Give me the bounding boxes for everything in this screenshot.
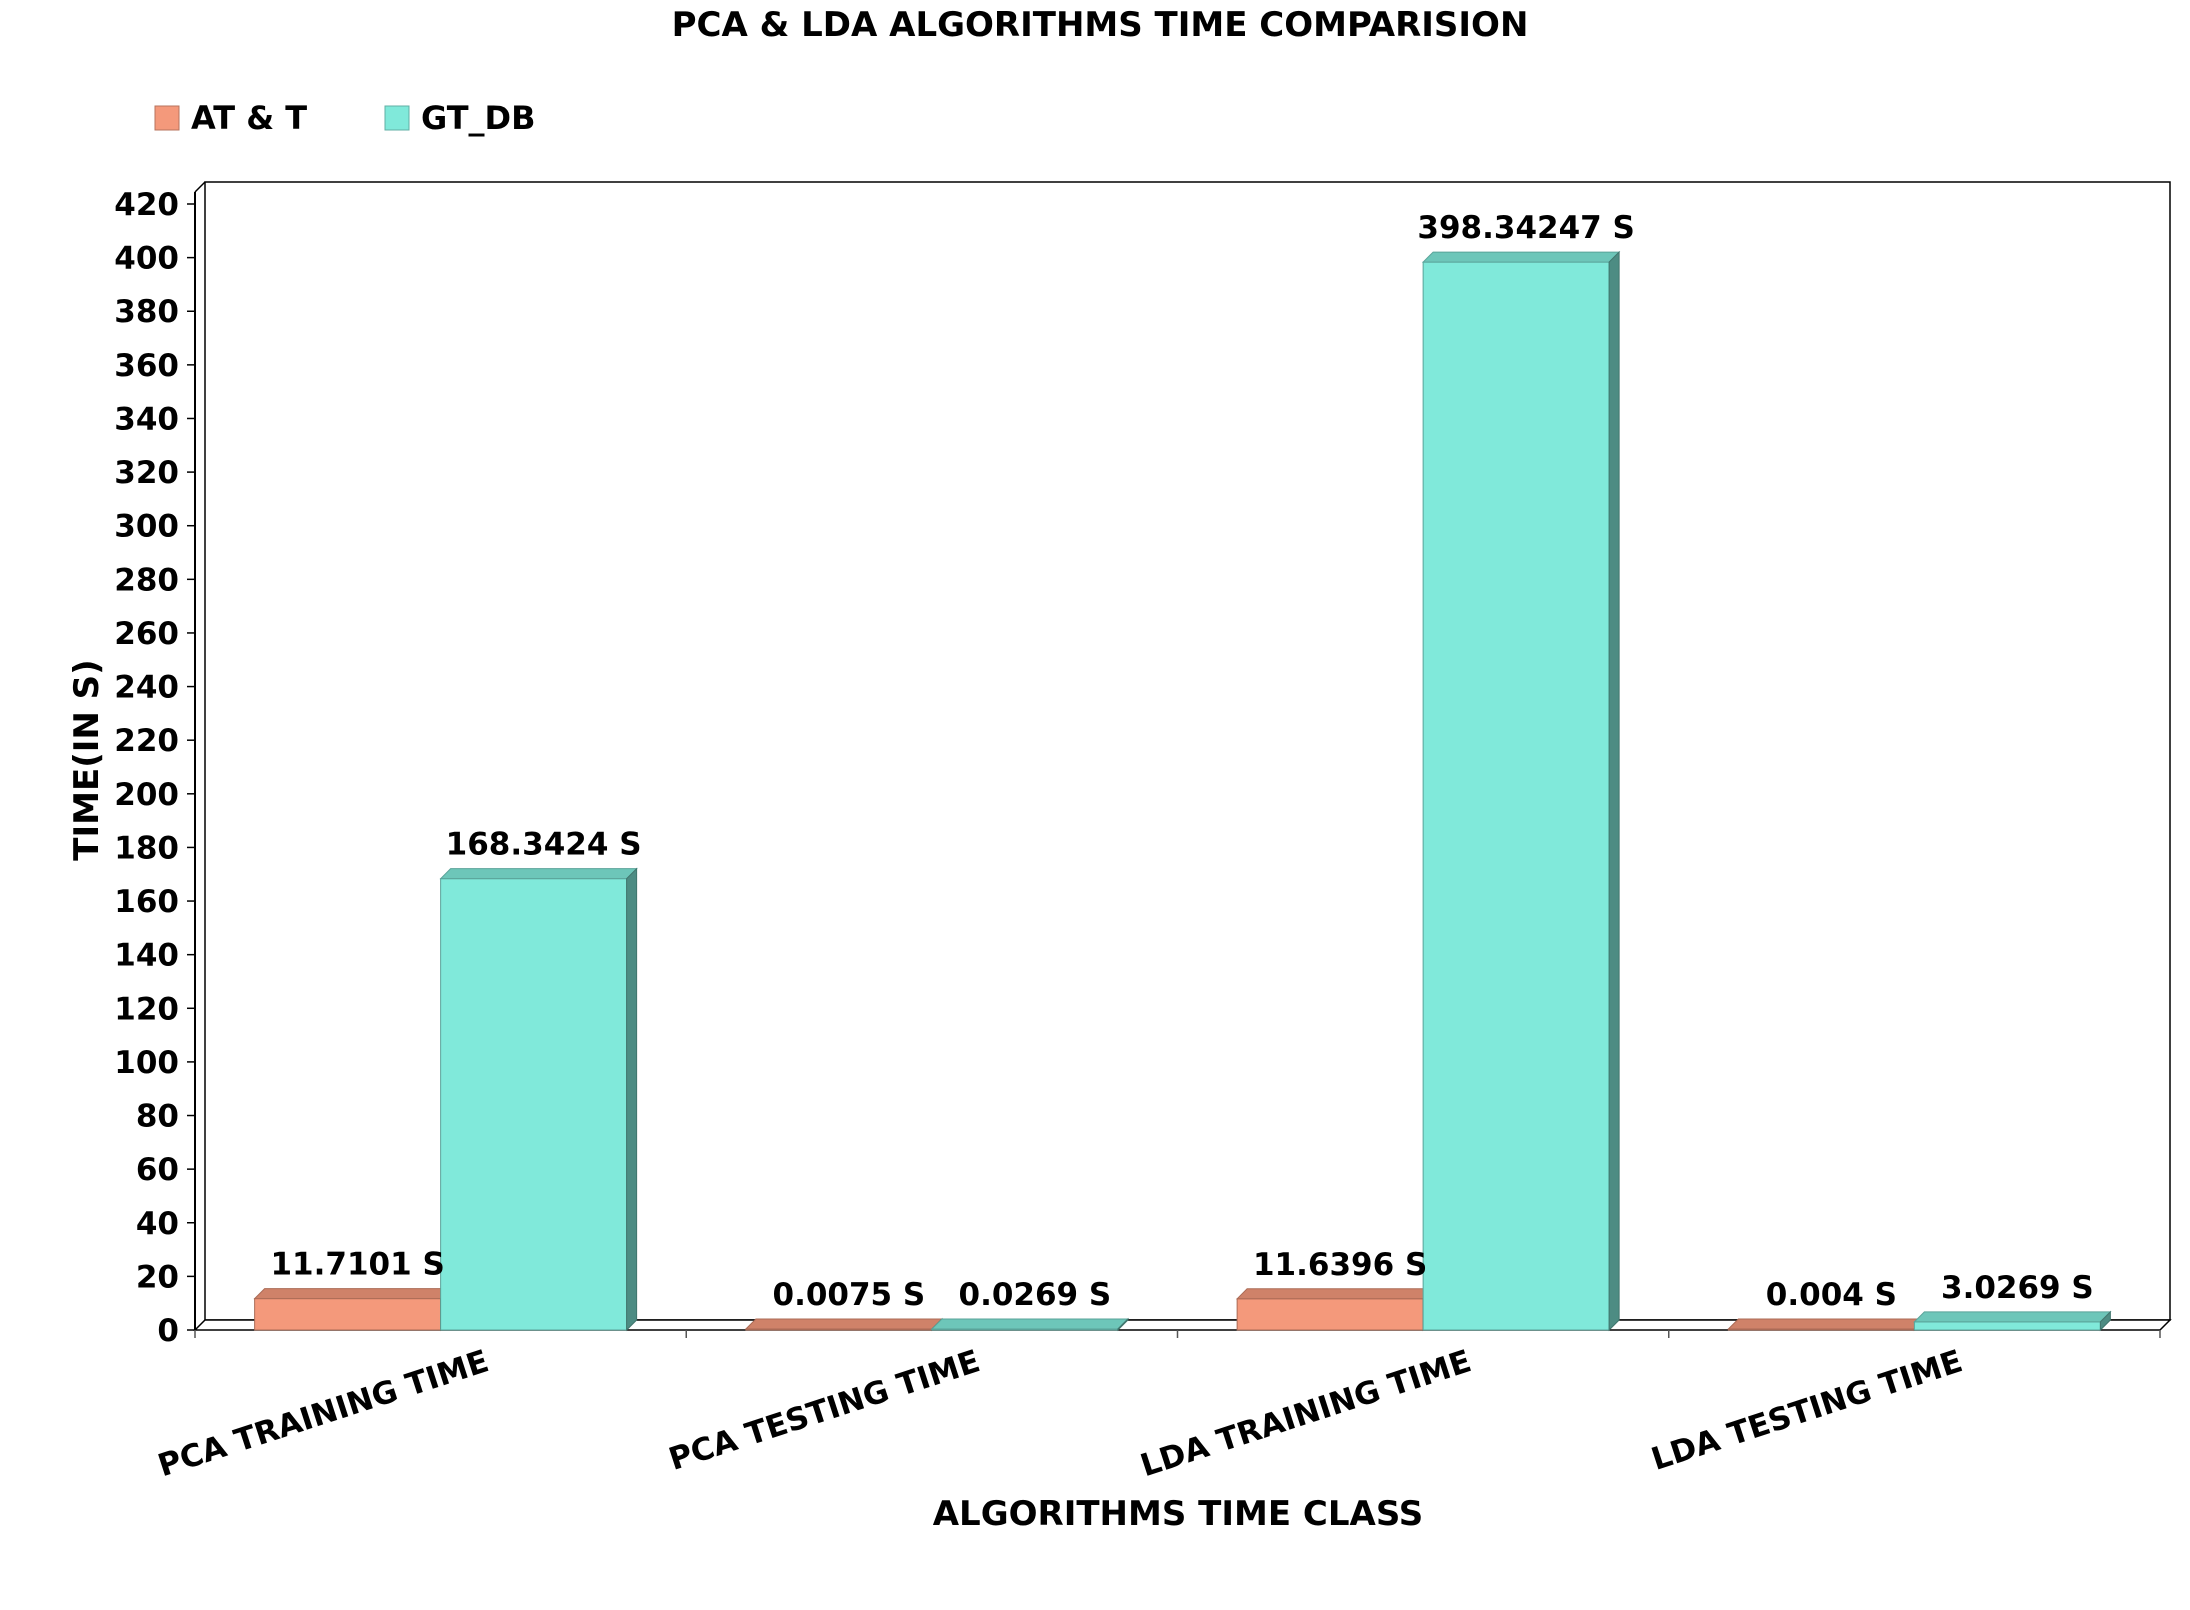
value-label: 0.0075 S bbox=[773, 1277, 926, 1313]
bar-front bbox=[1913, 1321, 2101, 1331]
bar-gt-db bbox=[1421, 250, 1621, 1332]
bar-top bbox=[1727, 1318, 1926, 1330]
y-tick-label: 340 bbox=[114, 401, 179, 437]
y-tick-label: 60 bbox=[136, 1152, 179, 1188]
x-tick-label: PCA TESTING TIME bbox=[665, 1343, 985, 1478]
bar-gt-db bbox=[1913, 1310, 2112, 1332]
y-tick-label: 220 bbox=[114, 723, 179, 759]
y-tick-label: 180 bbox=[114, 830, 179, 866]
y-tick-label: 40 bbox=[136, 1206, 179, 1242]
bar-at-t bbox=[1235, 1287, 1435, 1332]
value-labels: 11.7101 S 168.3424 S 0.0075 S 0.0269 S 11.63… bbox=[270, 210, 2093, 1313]
y-tick-label: 80 bbox=[136, 1099, 179, 1135]
bar-side bbox=[1117, 1317, 1129, 1332]
legend-swatch bbox=[384, 105, 410, 131]
x-axis: PCA TRAINING TIME PCA TESTING TIME LDA TRA… bbox=[154, 1330, 2161, 1484]
y-tick-label: 360 bbox=[114, 348, 179, 384]
bar-at-t bbox=[1727, 1317, 1926, 1332]
bar-gt-db bbox=[930, 1317, 1130, 1332]
y-tick-label: 100 bbox=[114, 1045, 179, 1081]
y-tick-label: 0 bbox=[157, 1313, 179, 1349]
y-axis-title: TIME(IN S) bbox=[67, 659, 107, 860]
bar-at-t bbox=[744, 1317, 944, 1332]
bar-top bbox=[253, 1288, 452, 1300]
x-axis-title: ALGORITHMS TIME CLASS bbox=[933, 1494, 1424, 1534]
y-tick-label: 20 bbox=[136, 1259, 179, 1295]
plot-corner bbox=[194, 181, 206, 193]
y-tick-label: 380 bbox=[114, 294, 179, 330]
value-label: 11.6396 S bbox=[1253, 1247, 1427, 1283]
value-label: 168.3424 S bbox=[446, 827, 642, 863]
chart-title: PCA & LDA ALGORITHMS TIME COMPARISION bbox=[672, 5, 1529, 45]
bar-front bbox=[254, 1298, 442, 1331]
bar-at-t bbox=[253, 1287, 452, 1332]
bar-side bbox=[1608, 250, 1620, 1332]
value-label: 11.7101 S bbox=[270, 1247, 444, 1283]
bar-front bbox=[1422, 261, 1610, 1331]
legend-label: GT_DB bbox=[421, 99, 535, 137]
bar-top bbox=[930, 1318, 1130, 1330]
y-tick-label: 300 bbox=[114, 509, 179, 545]
y-tick-label: 320 bbox=[114, 455, 179, 491]
bar-top bbox=[744, 1318, 944, 1330]
bar-top bbox=[1421, 251, 1621, 263]
x-tick-label: PCA TRAINING TIME bbox=[154, 1343, 493, 1484]
y-tick-label: 420 bbox=[114, 187, 179, 223]
y-tick-label: 120 bbox=[114, 991, 179, 1027]
value-label: 398.34247 S bbox=[1417, 210, 1634, 246]
y-tick-label: 280 bbox=[114, 562, 179, 598]
x-tick-label: LDA TRAINING TIME bbox=[1136, 1343, 1475, 1484]
legend-swatch bbox=[154, 105, 180, 131]
x-tick-label: LDA TESTING TIME bbox=[1647, 1343, 1967, 1478]
legend-label: AT & T bbox=[191, 99, 307, 137]
value-label: 0.004 S bbox=[1766, 1277, 1897, 1313]
bar-top bbox=[1235, 1288, 1435, 1300]
y-tick-label: 240 bbox=[114, 670, 179, 706]
y-tick-label: 140 bbox=[114, 938, 179, 974]
legend: AT & T GT_DB bbox=[154, 99, 535, 137]
y-tick-label: 200 bbox=[114, 777, 179, 813]
bar-top bbox=[439, 868, 638, 880]
value-label: 0.0269 S bbox=[959, 1277, 1112, 1313]
bar-top bbox=[1913, 1311, 2112, 1323]
bar-side bbox=[626, 867, 638, 1332]
y-axis: 0 20 40 60 80 100 120 140 160 180 200 220 240 260 280 3… bbox=[114, 187, 195, 1349]
bars bbox=[253, 250, 2112, 1332]
y-tick-label: 400 bbox=[114, 241, 179, 277]
bar-side bbox=[2099, 1310, 2111, 1332]
bar-gt-db bbox=[439, 867, 638, 1332]
bar-front bbox=[1236, 1298, 1424, 1331]
y-tick-label: 260 bbox=[114, 616, 179, 652]
bar-front bbox=[440, 878, 628, 1331]
y-tick-label: 160 bbox=[114, 884, 179, 920]
value-label: 3.0269 S bbox=[1941, 1270, 2094, 1306]
